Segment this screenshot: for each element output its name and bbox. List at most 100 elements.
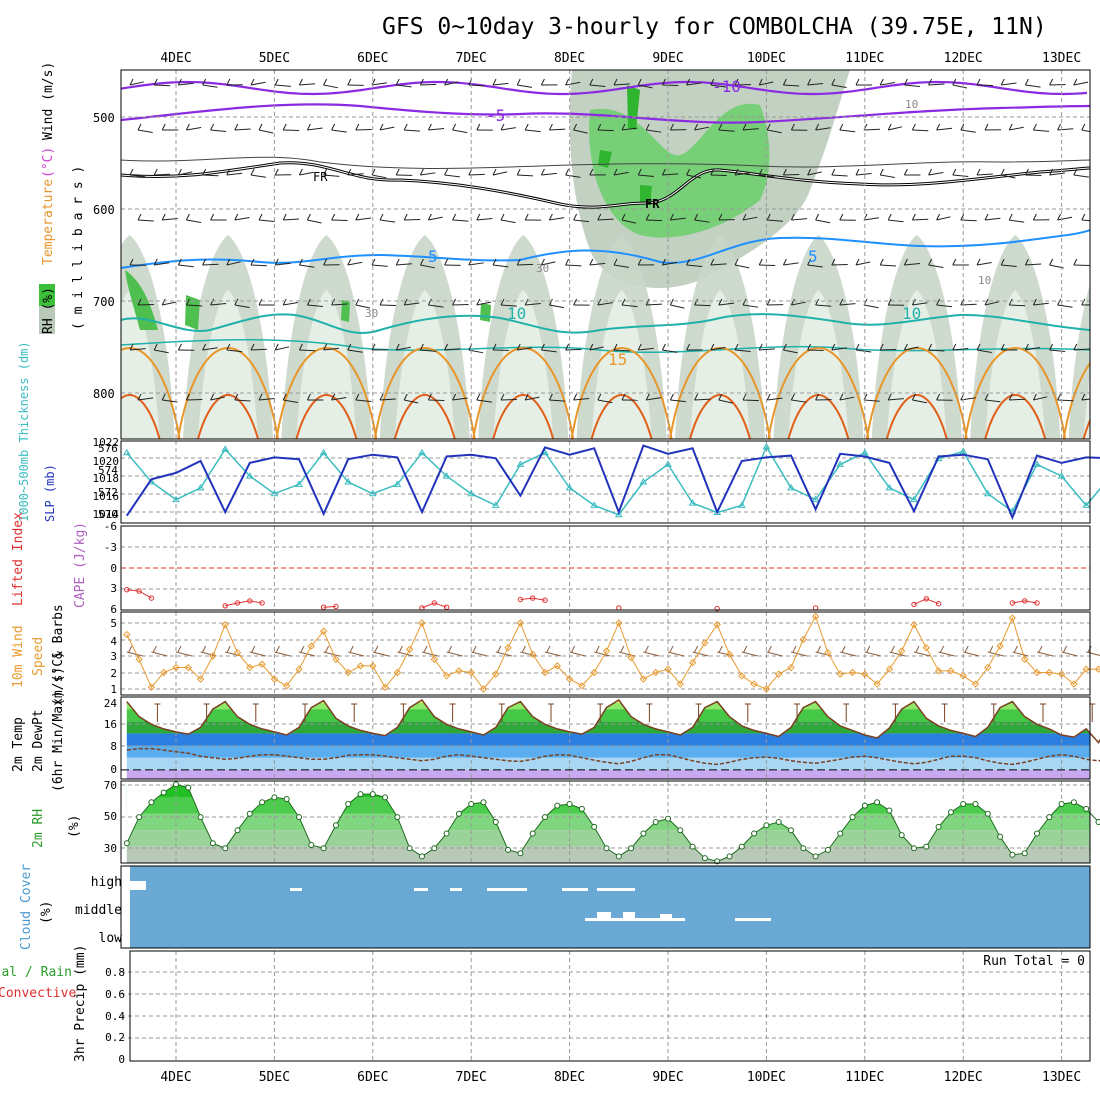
rh2m-point bbox=[1034, 830, 1040, 837]
rh-legend-swatch-grey bbox=[39, 306, 55, 334]
cloud-gap bbox=[623, 912, 635, 918]
temp2m-grid bbox=[121, 697, 1090, 779]
rh2m-point bbox=[1070, 799, 1077, 806]
wind-barb-flag bbox=[621, 393, 626, 401]
wind-barb-flag bbox=[686, 343, 691, 351]
date-label-bottom: 6DEC bbox=[357, 1070, 388, 1085]
wind-barb-flag bbox=[1000, 78, 1005, 86]
rh2m-unit-label: (%) bbox=[67, 815, 82, 838]
wind-barb bbox=[379, 126, 395, 131]
rh2m-point bbox=[209, 840, 216, 847]
wind10m-point bbox=[738, 672, 746, 680]
wind-barb bbox=[420, 349, 437, 352]
rh2m-point bbox=[197, 814, 204, 821]
wind-barb-flag bbox=[573, 213, 578, 221]
wind-barb bbox=[742, 304, 759, 308]
rh-plume-inner bbox=[394, 290, 455, 439]
rh2m-axis: 70 50 30 bbox=[104, 779, 117, 855]
wind10m-point bbox=[369, 662, 377, 670]
lifted-index-point bbox=[616, 605, 622, 611]
wind10m-point bbox=[934, 667, 943, 675]
rh2m-point bbox=[578, 805, 585, 812]
rh2m-point bbox=[997, 833, 1004, 840]
wind-barb bbox=[299, 171, 314, 176]
wind10m-barb bbox=[175, 651, 193, 657]
wind10m-barb bbox=[151, 651, 168, 657]
wind-barb-flag bbox=[1073, 258, 1078, 266]
wind-barb bbox=[404, 302, 420, 306]
cloud-gap bbox=[414, 888, 428, 891]
wind-barb bbox=[791, 399, 807, 403]
contour-label-5-a: 5 bbox=[428, 247, 438, 266]
lifted-index-panel: -6 -3 0 3 6 Lifted Index CAPE (J/kg) bbox=[11, 512, 1091, 616]
wind10m-point bbox=[615, 619, 623, 627]
wind-barb bbox=[371, 174, 387, 179]
wind-barb-flag bbox=[686, 78, 691, 86]
wind10m-point bbox=[246, 663, 254, 672]
wind-barb-flag bbox=[637, 168, 642, 176]
wind10m-barb bbox=[569, 651, 586, 657]
wind-barb bbox=[162, 399, 178, 403]
lifted-index-axis-label: Lifted Index bbox=[11, 512, 26, 606]
contour-labels: -10 -5 FR FR 5 5 10 10 15 10 10 30 30 bbox=[313, 77, 991, 369]
wind-barb bbox=[952, 84, 968, 89]
wind-barb-flag bbox=[597, 213, 602, 221]
wind-barb-flag bbox=[645, 213, 650, 221]
wind10m-point bbox=[848, 668, 857, 677]
rh2m-point bbox=[431, 845, 438, 852]
rh2m-point bbox=[628, 845, 635, 852]
wind-barb-flag bbox=[807, 78, 812, 86]
wind-barb bbox=[912, 399, 927, 404]
wind-barb-flag bbox=[1057, 298, 1062, 306]
wind-barb bbox=[1033, 396, 1048, 401]
rh2m-point bbox=[517, 850, 524, 857]
wind10m-point bbox=[1057, 670, 1066, 678]
rh2m-point bbox=[874, 799, 881, 806]
wind10m-point bbox=[627, 653, 635, 662]
wind-barb-flag bbox=[637, 258, 642, 266]
wind-barb bbox=[154, 349, 169, 354]
wind-barb-flag bbox=[452, 213, 457, 221]
rh2m-point bbox=[898, 832, 905, 839]
lifted-index-point bbox=[542, 597, 548, 603]
wind-barb-flag bbox=[936, 298, 941, 306]
wind-barb-flag bbox=[137, 393, 142, 401]
wind-barb bbox=[621, 304, 638, 308]
wind-barb bbox=[396, 346, 411, 351]
wind-barb bbox=[186, 219, 202, 223]
contour-15 bbox=[472, 346, 575, 439]
wind10m-barb-flag bbox=[152, 645, 157, 653]
wind-barb-flag bbox=[500, 393, 505, 401]
rh2m-point bbox=[652, 819, 659, 825]
lifted-index-point bbox=[222, 603, 228, 609]
wind-barb-flag bbox=[1024, 168, 1029, 176]
wind-barb bbox=[613, 349, 630, 352]
wind-barb bbox=[694, 219, 710, 223]
wind-barb-flag bbox=[855, 258, 860, 266]
wind-barb bbox=[275, 262, 291, 266]
wind10m-point bbox=[910, 620, 918, 629]
wind-barb bbox=[815, 304, 832, 307]
rh-green-patch bbox=[125, 270, 158, 330]
wind-barb-flag bbox=[597, 393, 602, 401]
contour-20 bbox=[984, 393, 1047, 439]
lifted-index-point bbox=[923, 596, 929, 602]
lifted-index-point bbox=[234, 600, 241, 606]
wind-barb bbox=[299, 264, 315, 268]
wind-barb-flag bbox=[298, 343, 303, 351]
wind-barb bbox=[1033, 129, 1050, 132]
wind-barb-flag bbox=[419, 258, 424, 266]
wind-barb bbox=[565, 174, 581, 178]
wind-barb bbox=[936, 216, 951, 221]
thickness-point bbox=[983, 489, 992, 497]
wind-barb-flag bbox=[758, 343, 763, 351]
rh2m-point bbox=[246, 810, 253, 817]
rh2m-point bbox=[689, 843, 696, 850]
rh2m-point bbox=[123, 840, 130, 847]
wind-barb-flag bbox=[129, 258, 134, 266]
wind-barb-flag bbox=[524, 393, 529, 401]
rh2m-point bbox=[173, 781, 179, 788]
wind-barb-flag bbox=[790, 393, 795, 401]
wind-barb-flag bbox=[782, 168, 787, 176]
date-label-bottom: 13DEC bbox=[1042, 1070, 1081, 1085]
